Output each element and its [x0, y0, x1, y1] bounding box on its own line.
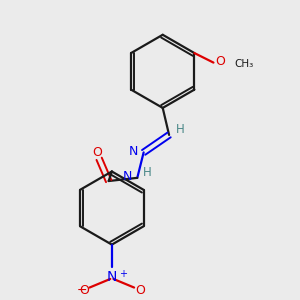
Text: −: −	[76, 284, 87, 297]
Text: O: O	[93, 146, 103, 159]
Text: H: H	[176, 123, 185, 136]
Text: N: N	[107, 270, 117, 284]
Text: N: N	[129, 145, 139, 158]
Text: O: O	[215, 55, 225, 68]
Text: +: +	[119, 269, 127, 279]
Text: O: O	[80, 284, 90, 297]
Text: N: N	[123, 170, 132, 183]
Text: O: O	[136, 284, 146, 297]
Text: CH₃: CH₃	[234, 59, 254, 69]
Text: H: H	[143, 166, 152, 178]
